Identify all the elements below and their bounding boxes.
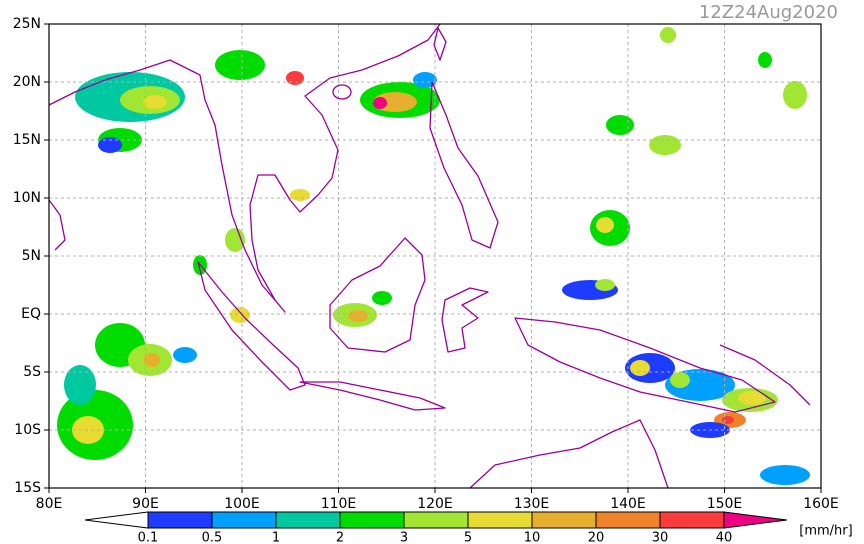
x-tick-label: 160E (803, 496, 839, 512)
x-tick-label: 120E (417, 496, 453, 512)
colorbar-swatch (211, 511, 277, 529)
colorbar-swatch (659, 511, 725, 529)
colorbar-arrow (723, 511, 788, 529)
colorbar-label: 1 (272, 531, 280, 544)
colorbar-label: 10 (524, 531, 541, 544)
x-tick-label: 130E (514, 496, 550, 512)
colorbar-label: 0.1 (138, 531, 159, 544)
y-tick-label: 10S (14, 422, 41, 438)
axes: 80E 90E 100E 110E 120E 130E 140E 150E 160E 25N 20N… (13, 16, 839, 512)
colorbar-label: 40 (716, 531, 733, 544)
colorbar: 0.1 0.5 1 2 3 5 10 20 30 40 [mm/hr] (84, 511, 853, 544)
x-tick-label: 100E (224, 496, 260, 512)
colorbar-label: 20 (588, 531, 605, 544)
graticule (49, 24, 821, 488)
x-tick-label: 150E (707, 496, 743, 512)
y-tick-label: 15S (14, 480, 41, 496)
y-tick-label: 10N (13, 190, 41, 206)
precipitation-field (57, 27, 810, 485)
y-tick-label: 5N (22, 248, 41, 264)
colorbar-swatch (339, 511, 405, 529)
y-tick-label: 5S (23, 364, 41, 380)
colorbar-swatch (595, 511, 661, 529)
colorbar-arrow (84, 511, 149, 529)
colorbar-label: 5 (464, 531, 472, 544)
x-tick-label: 110E (321, 496, 357, 512)
colorbar-label: 0.5 (202, 531, 223, 544)
y-tick-label: 25N (13, 16, 41, 32)
colorbar-label: 2 (336, 531, 344, 544)
colorbar-unit: [mm/hr] (799, 524, 852, 539)
colorbar-swatch (467, 511, 533, 529)
x-tick-label: 140E (610, 496, 646, 512)
y-tick-label: 15N (13, 132, 41, 148)
colorbar-label: 3 (400, 531, 408, 544)
colorbar-swatch (531, 511, 597, 529)
x-tick-label: 90E (132, 496, 159, 512)
coastlines (48, 23, 811, 489)
y-tick-label: EQ (21, 306, 41, 322)
x-tick-label: 80E (36, 496, 63, 512)
colorbar-label: 30 (652, 531, 669, 544)
map-title: 12Z24Aug2020 (699, 2, 838, 23)
colorbar-swatch (403, 511, 469, 529)
colorbar-swatch (275, 511, 341, 529)
colorbar-swatch (147, 511, 213, 529)
y-tick-label: 20N (13, 74, 41, 90)
